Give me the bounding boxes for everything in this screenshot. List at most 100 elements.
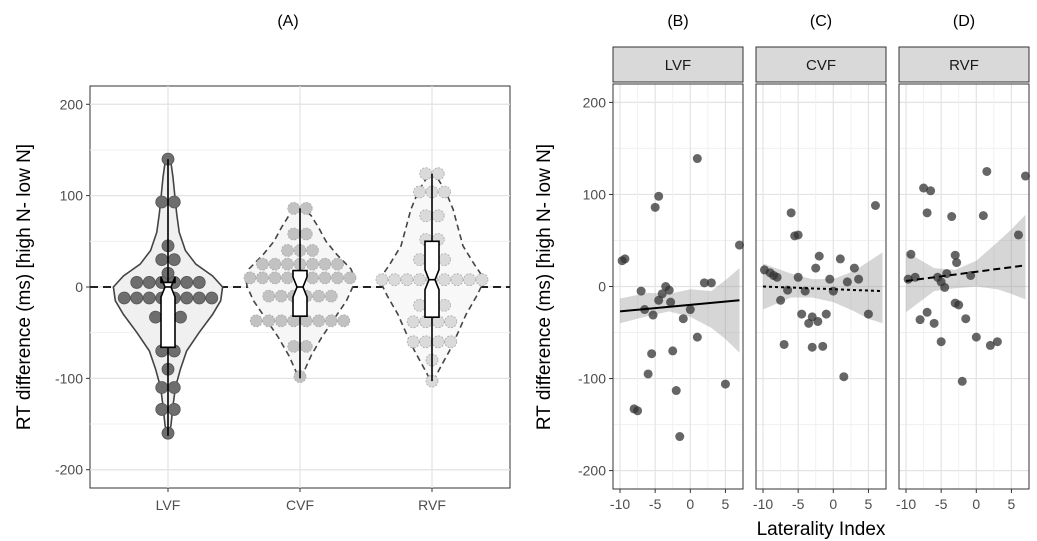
x-tick-label: 5 [722, 496, 730, 512]
scatter-point [906, 249, 916, 259]
scatter-point [863, 309, 873, 319]
scatter-point [926, 186, 936, 196]
dot-point [167, 195, 181, 209]
dot-point [324, 314, 338, 328]
scatter-point [842, 277, 852, 287]
scatter-point [666, 297, 676, 307]
y-tick-label: 100 [60, 188, 84, 204]
dot-point [167, 253, 181, 266]
dot-point [463, 273, 476, 287]
dot-point [431, 167, 445, 181]
confidence-band [620, 268, 740, 353]
scatter-point [922, 307, 932, 317]
dot-point [306, 244, 319, 257]
scatter-point [992, 337, 1002, 347]
dot-point [117, 291, 131, 305]
notched-box [160, 276, 176, 349]
dot-point [450, 273, 464, 287]
dot-point [419, 167, 433, 181]
scatter-point [919, 183, 929, 193]
dot-point [444, 335, 458, 349]
dot-point [324, 289, 338, 303]
dot-point [274, 289, 288, 303]
x-tick-label: -5 [935, 496, 948, 512]
scatter-point [675, 432, 685, 442]
scatter-point [793, 272, 803, 282]
scatter-point [825, 274, 835, 284]
dot-point [431, 335, 445, 349]
scatter-point [648, 310, 658, 320]
scatter-points [759, 201, 880, 382]
scatter-point [678, 314, 688, 324]
x-tick-label: -10 [610, 496, 630, 512]
scatter-point [854, 274, 864, 284]
dot-point [205, 291, 219, 305]
dot-point [155, 195, 169, 209]
dot-point [281, 257, 294, 271]
regression-line [762, 285, 883, 293]
dot-point [438, 298, 451, 312]
dot-point [431, 209, 445, 223]
dot-point [155, 381, 169, 394]
scatter-point [922, 208, 932, 218]
dot-point [268, 257, 282, 271]
x-tick-label: -10 [896, 496, 916, 512]
scatter-point [647, 349, 657, 359]
panel-rvf: (D) RVF -10 -5 0 5 [896, 13, 1030, 512]
dot-point [406, 335, 420, 349]
panel-a-label: (A) [277, 13, 298, 30]
dot-point [438, 273, 451, 287]
x-tick-label: RVF [418, 497, 446, 513]
dot-point [299, 227, 313, 241]
dot-point [306, 271, 319, 285]
scatter-point [769, 270, 779, 280]
dot-point [174, 310, 187, 324]
y-tick-label: -200 [578, 463, 606, 479]
panel-cvf: (C) CVF -10 -5 0 5 [753, 13, 887, 512]
dot-point [299, 202, 313, 215]
scatter-point [720, 379, 730, 389]
plot-border [898, 83, 1030, 490]
notched-box [292, 269, 308, 318]
dot-point [438, 185, 451, 199]
scatter-point [982, 166, 992, 176]
scatter-point [620, 254, 630, 264]
x-tick-label: 0 [972, 496, 980, 512]
dot-point [192, 276, 206, 289]
grid [613, 84, 744, 489]
scatter-point [821, 309, 831, 319]
dot-point [331, 257, 344, 271]
x-tick-label: -10 [753, 496, 773, 512]
x-tick-label: -5 [792, 496, 805, 512]
dot-point [262, 314, 276, 328]
scatter-point [657, 289, 667, 299]
dot-point [142, 276, 156, 289]
scatter-point [870, 201, 880, 210]
dot-point [413, 253, 426, 266]
scatter-point [1013, 230, 1023, 240]
regression-line [619, 299, 740, 313]
scatter-x-axis-label: Laterality Index [757, 519, 886, 540]
scatter-point [929, 318, 939, 328]
dot-point [337, 314, 351, 328]
regression-line [905, 264, 1026, 282]
x-ticks: -10 -5 0 5 [896, 489, 1016, 512]
panel-label: (D) [953, 13, 975, 30]
facet-strip [898, 46, 1030, 83]
violin-cvf [243, 202, 357, 383]
scatter-point [961, 314, 971, 324]
dot-point [281, 271, 294, 285]
scatter-point [664, 285, 674, 295]
confidence-band [763, 252, 883, 324]
dot-point [475, 273, 489, 287]
scatter-y-ticks: -200 -100 0 100 200 [578, 94, 613, 479]
scatter-point [813, 316, 823, 326]
dot-point [400, 273, 414, 287]
scatter-point [849, 263, 859, 273]
dot-point [419, 335, 433, 349]
dot-point [130, 291, 144, 305]
scatter-point [699, 278, 709, 288]
dot-point [287, 227, 301, 241]
